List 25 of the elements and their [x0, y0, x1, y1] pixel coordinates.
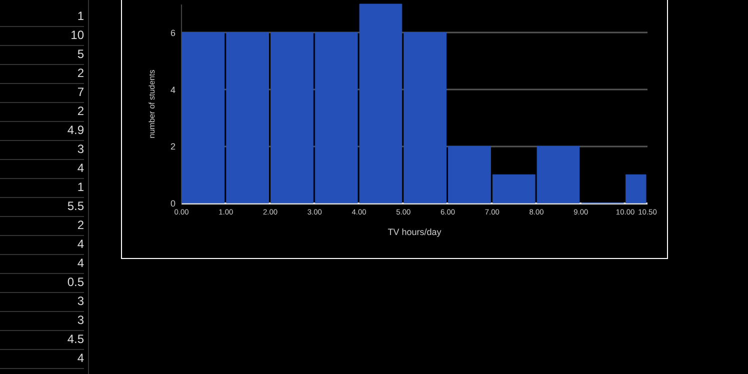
y-tick-label: 0 [170, 198, 176, 208]
text: 1 [0, 7, 84, 27]
text: 2 [0, 102, 84, 122]
text: 10 [0, 26, 84, 46]
text: 0.5 [0, 273, 84, 293]
text: 3 [0, 140, 84, 160]
x-axis-title: TV hours/day [388, 227, 442, 237]
text: 4 [0, 349, 84, 369]
text: 7 [0, 83, 84, 103]
text: 3 [0, 311, 84, 331]
text: 4 [0, 159, 84, 179]
text: 2 [0, 216, 84, 236]
y-tick-label: 2 [170, 142, 176, 152]
y-axis-title: number of students [147, 70, 156, 138]
text: 5.5 [0, 197, 84, 217]
text: 4 [0, 235, 84, 255]
y-tick-label: 4 [170, 84, 176, 95]
y-tick-label: 6 [170, 28, 176, 38]
text: 2 [0, 64, 84, 84]
text: 4.5 [0, 330, 84, 350]
text: 3 [0, 292, 84, 312]
text: 4 [0, 254, 84, 274]
text: 5 [0, 45, 84, 65]
text: 4.9 [0, 121, 84, 141]
text: 1 [0, 178, 84, 198]
